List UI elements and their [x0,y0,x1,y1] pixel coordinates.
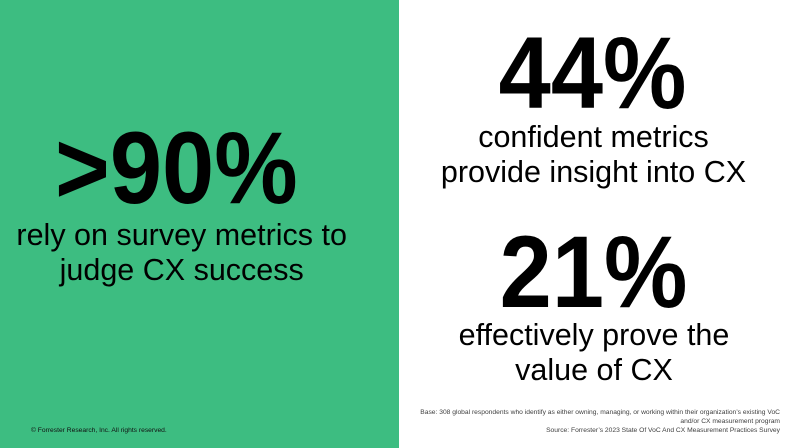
left-stat-value-text: >90% [54,110,298,225]
right-stat-1-caption-line1: confident metrics [478,119,709,154]
right-stat-2-value-text: 21% [500,215,688,329]
right-stat-2-caption-line1: effectively prove the [458,318,730,352]
copyright-note: © Forrester Research, Inc. All rights re… [31,426,167,434]
source-note-line1: Base: 308 global respondents who identif… [420,409,780,416]
source-note-line2: and/or CX measurement program [680,418,780,425]
left-stat-caption-line1: rely on survey metrics to [16,218,347,252]
source-note: Base: 308 global respondents who identif… [420,408,780,435]
left-panel: >90% rely on survey metrics to judge CX … [0,0,399,448]
right-stat-1-caption: confident metrics provide insight into C… [393,120,794,190]
right-panel: 44% confident metrics provide insight in… [399,0,800,448]
right-stat-2-caption-line2: value of CX [515,353,673,387]
left-stat-caption-line2: judge CX success [59,253,304,287]
left-stat-caption: rely on survey metrics to judge CX succe… [0,218,381,288]
right-stat-2-caption: effectively prove the value of CX [394,318,795,388]
right-stat-2-value: 21% [394,221,795,323]
left-stat-value: >90% [0,117,376,219]
right-stat-1-value: 44% [393,22,794,124]
right-stat-1-caption-line2: provide insight into CX [440,154,747,189]
right-stat-1-value-text: 44% [499,16,687,130]
source-note-line3: Source: Forrester’s 2023 State Of VoC An… [546,427,780,434]
